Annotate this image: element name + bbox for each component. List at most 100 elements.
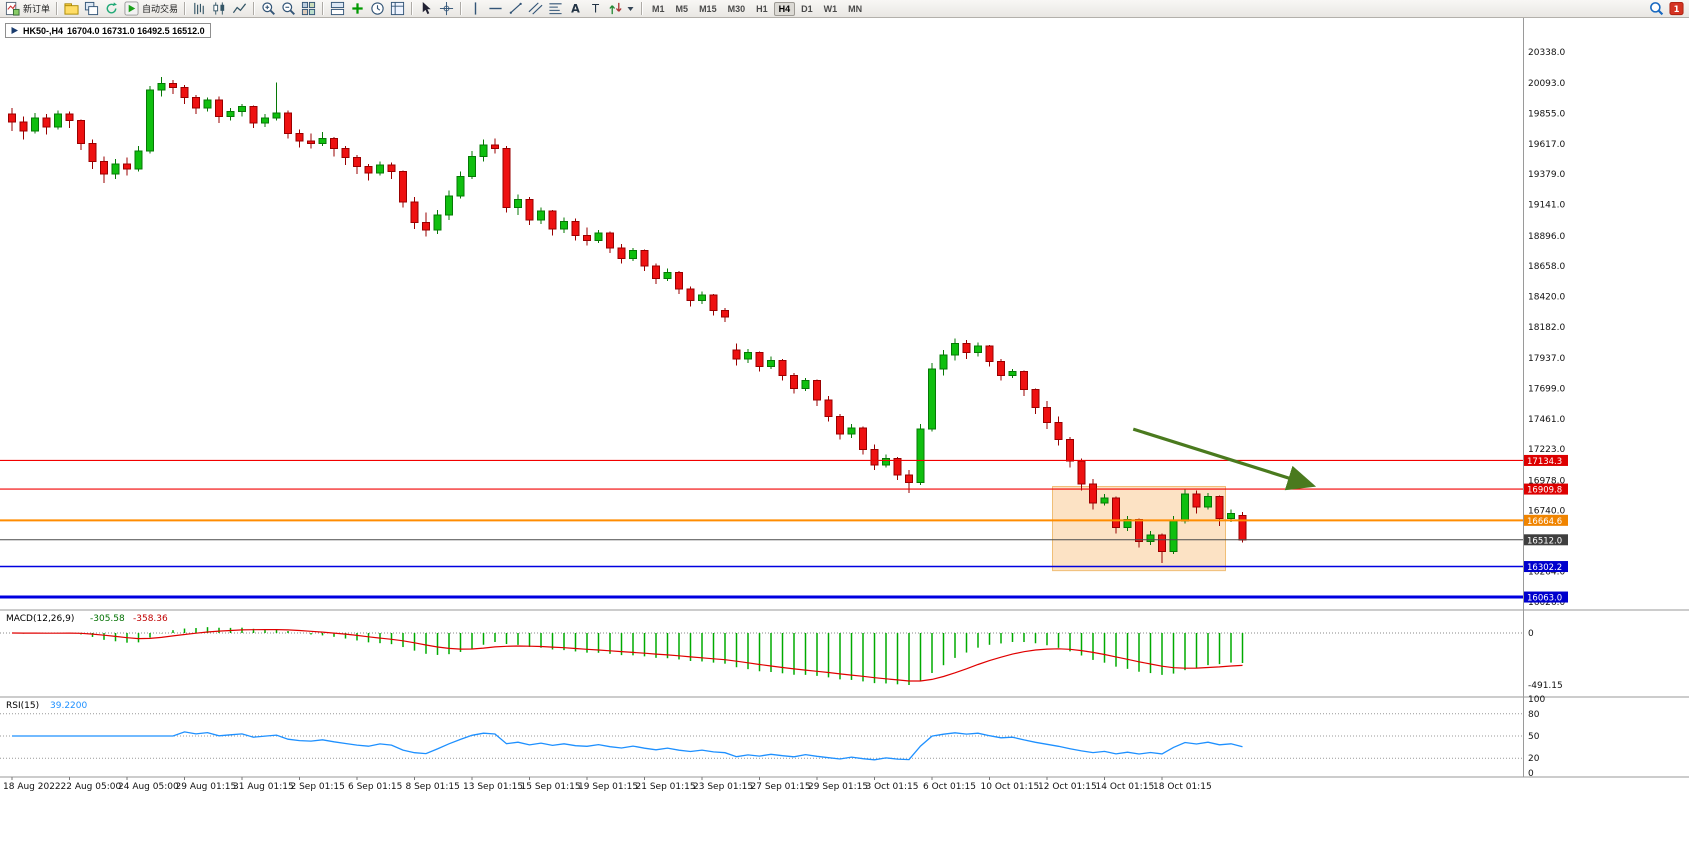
template-icon bbox=[390, 1, 405, 16]
candle-body bbox=[399, 171, 407, 203]
candle-body bbox=[1077, 460, 1086, 485]
candle-body bbox=[295, 132, 304, 142]
candle-body bbox=[502, 148, 511, 208]
chart-ohlc-values: 16704.0 16731.0 16492.5 16512.0 bbox=[67, 25, 205, 36]
chart-canvas[interactable]: 20338.0 20093.0 19855.0 19617.0 19379.0 19141… bbox=[0, 18, 1689, 858]
macd-panel[interactable]: MACD(12,26,9) -305.58 -358.36 0 -491.15 bbox=[0, 614, 1563, 691]
zoom-out-icon bbox=[282, 2, 296, 15]
notification-button[interactable]: 1 bbox=[1667, 0, 1686, 17]
profiles-icon bbox=[64, 3, 79, 15]
profiles-button[interactable] bbox=[62, 0, 81, 17]
label-button[interactable]: T bbox=[586, 0, 605, 17]
time-axis-label: 2 Sep 01:15 bbox=[291, 782, 345, 792]
timeframe-m1[interactable]: M1 bbox=[652, 3, 665, 14]
arrange-icon bbox=[330, 1, 345, 16]
price-axis-label: 16740.0 bbox=[1528, 507, 1565, 517]
candle-body bbox=[1066, 438, 1074, 462]
price-axis-label: 16978.0 bbox=[1528, 476, 1565, 486]
timeframe-mn[interactable]: MN bbox=[848, 3, 863, 14]
candle-body bbox=[468, 155, 476, 178]
fibonacci-button[interactable] bbox=[546, 0, 565, 17]
rsi-line bbox=[12, 731, 1243, 761]
candle-body bbox=[422, 222, 430, 231]
candle-body bbox=[341, 148, 350, 159]
price-axis-label: 18420.0 bbox=[1528, 293, 1565, 303]
clock-icon bbox=[371, 2, 384, 15]
search-button[interactable] bbox=[1647, 0, 1666, 17]
text-button[interactable]: A bbox=[566, 0, 585, 17]
timeframe-h1[interactable]: H1 bbox=[756, 3, 768, 14]
vertical-line-button[interactable] bbox=[466, 0, 485, 17]
auto-arrange-button[interactable] bbox=[328, 0, 347, 17]
candle-body bbox=[594, 232, 603, 241]
timeframe-m30[interactable]: M30 bbox=[727, 3, 746, 14]
line-chart-button[interactable] bbox=[230, 0, 249, 17]
candle-body bbox=[100, 160, 108, 175]
time-axis-label: 6 Oct 01:15 bbox=[923, 782, 976, 792]
candle-body bbox=[870, 449, 879, 466]
new-order-button-label: 新订单 bbox=[23, 4, 51, 14]
time-axis-label: 27 Sep 01:15 bbox=[751, 782, 811, 792]
candle-body bbox=[226, 111, 235, 118]
candle-body bbox=[180, 86, 189, 99]
candle-body bbox=[882, 457, 890, 466]
timeframe-m5[interactable]: M5 bbox=[675, 3, 689, 14]
crosshair-button[interactable] bbox=[437, 0, 456, 17]
candle-body bbox=[1227, 512, 1235, 519]
indicators-button[interactable] bbox=[348, 0, 367, 17]
horizontal-line-button[interactable] bbox=[486, 0, 505, 17]
templates-button[interactable] bbox=[388, 0, 407, 17]
rsi-panel[interactable]: RSI(15) 39.2200 100 80 50 20 0 bbox=[0, 695, 1545, 779]
bar-chart-button[interactable] bbox=[190, 0, 209, 17]
macd-signal-value: -358.36 bbox=[133, 614, 168, 624]
candle-body bbox=[353, 157, 361, 167]
svg-text:17134.3: 17134.3 bbox=[1527, 457, 1562, 467]
tile-windows-button[interactable] bbox=[299, 0, 318, 17]
candle-body bbox=[1169, 520, 1178, 553]
candle-body bbox=[249, 106, 258, 124]
zoom-in-button[interactable] bbox=[259, 0, 278, 17]
timeframe-w1[interactable]: W1 bbox=[823, 3, 838, 14]
candle-body bbox=[307, 140, 315, 145]
chart-candles-icon bbox=[213, 2, 225, 15]
timeframe-d1[interactable]: D1 bbox=[801, 3, 813, 14]
candle-body bbox=[387, 164, 396, 173]
trend-arrow[interactable] bbox=[1132, 427, 1317, 491]
time-axis-label: 29 Aug 01:15 bbox=[176, 782, 237, 792]
candles-layer bbox=[8, 77, 1247, 563]
candle-body bbox=[617, 247, 626, 259]
new-order-button[interactable]: 新订单 bbox=[3, 0, 52, 17]
periods-button[interactable] bbox=[368, 0, 387, 17]
candle-body bbox=[974, 345, 982, 354]
time-axis-label: 3 Oct 01:15 bbox=[866, 782, 919, 792]
candle-body bbox=[77, 120, 85, 145]
candle-body bbox=[560, 220, 568, 230]
price-axis-label: 18182.0 bbox=[1528, 323, 1565, 333]
chart-line-icon bbox=[232, 3, 247, 14]
channel-button[interactable] bbox=[526, 0, 545, 17]
chart-title-tab[interactable]: HK50-,H4 16704.0 16731.0 16492.5 16512.0 bbox=[5, 23, 211, 38]
price-axis-label: 19141.0 bbox=[1528, 201, 1565, 211]
cursor-button[interactable] bbox=[417, 0, 436, 17]
zoom-out-button[interactable] bbox=[279, 0, 298, 17]
refresh-icon bbox=[106, 2, 117, 14]
timeframe-h4[interactable]: H4 bbox=[773, 1, 796, 16]
auto-trading-button-label: 自动交易 bbox=[142, 4, 179, 14]
candle-body bbox=[1020, 371, 1028, 391]
price-tag-16512.0: 16512.0 bbox=[1524, 534, 1568, 546]
doc-chart-icon bbox=[5, 1, 20, 16]
timeframe-m15[interactable]: M15 bbox=[699, 3, 717, 14]
trendline-button[interactable] bbox=[506, 0, 525, 17]
time-axis-label: 22 Aug 05:00 bbox=[61, 782, 122, 792]
data-window-button[interactable] bbox=[82, 0, 101, 17]
search-icon bbox=[1650, 2, 1664, 16]
candle-body bbox=[1054, 422, 1063, 440]
arrows-button[interactable] bbox=[606, 0, 637, 17]
refresh-button[interactable] bbox=[102, 0, 121, 17]
auto-trading-button[interactable]: 自动交易 bbox=[122, 0, 180, 17]
price-axis[interactable]: 20338.0 20093.0 19855.0 19617.0 19379.0 19141… bbox=[1524, 48, 1568, 608]
candlestick-chart-button[interactable] bbox=[210, 0, 229, 17]
hlines-layer[interactable] bbox=[0, 459, 1523, 599]
candle-body bbox=[1031, 389, 1040, 408]
